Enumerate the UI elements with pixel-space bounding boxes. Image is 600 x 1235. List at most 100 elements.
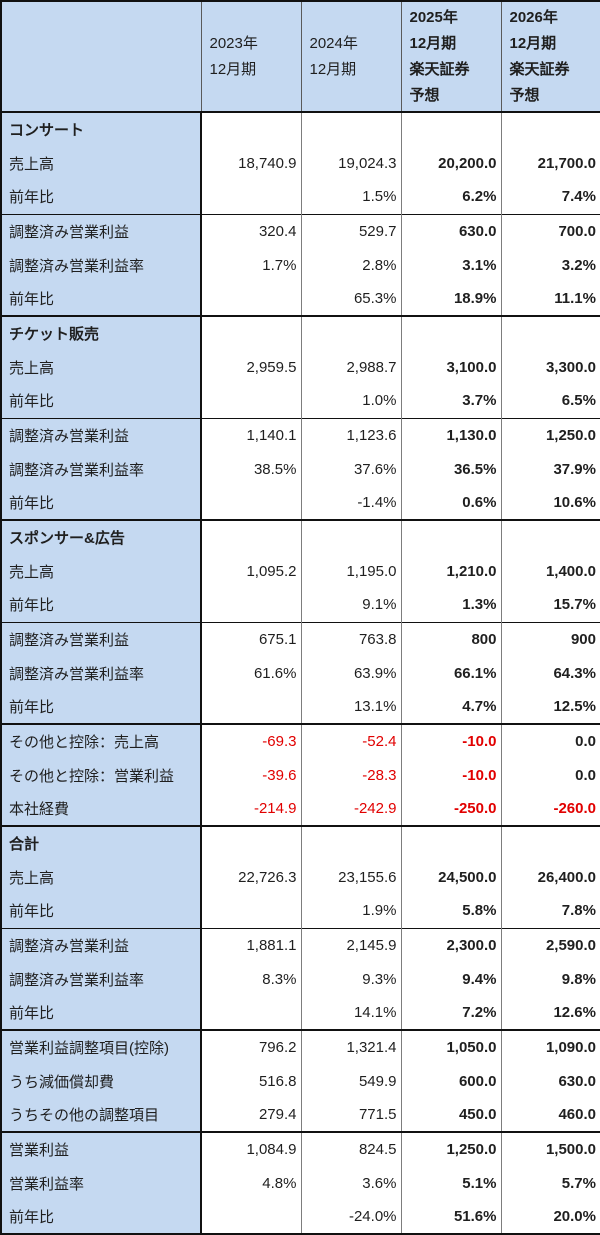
value-cell xyxy=(201,588,301,622)
value-cell: 549.9 xyxy=(300,1064,401,1098)
table-row: 調整済み営業利益 1,881.1 2,145.9 2,300.0 2,590.0 xyxy=(1,927,600,962)
value-cell: 763.8 xyxy=(300,621,401,656)
table-row: 営業利益調整項目(控除) 796.2 1,321.4 1,050.0 1,090.0 xyxy=(1,1029,600,1064)
value-cell: 516.8 xyxy=(201,1064,301,1098)
table-row: 売上高 18,740.9 19,024.3 20,200.0 21,700.0 xyxy=(1,146,600,180)
value-cell: 20,200.0 xyxy=(400,146,501,180)
value-cell: 2.8% xyxy=(300,248,401,282)
table-row: 前年比 -1.4% 0.6% 10.6% xyxy=(1,486,600,520)
value-cell: 600.0 xyxy=(400,1064,501,1098)
value-cell: 15.7% xyxy=(500,588,600,622)
value-cell: 7.4% xyxy=(500,180,600,214)
table-row: 前年比 9.1% 1.3% 15.7% xyxy=(1,588,600,622)
value-cell xyxy=(500,825,600,860)
table-row: 調整済み営業利益率 38.5% 37.6% 36.5% 37.9% xyxy=(1,452,600,486)
value-cell: 2,959.5 xyxy=(201,350,301,384)
value-cell xyxy=(300,519,401,554)
row-label: 前年比 xyxy=(1,690,202,724)
row-label: 営業利益 xyxy=(1,1131,202,1166)
value-cell: 1.3% xyxy=(400,588,501,622)
row-label: 調整済み営業利益 xyxy=(1,927,202,962)
value-cell: 21,700.0 xyxy=(500,146,600,180)
value-cell: 1,400.0 xyxy=(500,554,600,588)
value-cell: 630.0 xyxy=(500,1064,600,1098)
row-label: その他と控除：営業利益 xyxy=(1,758,202,792)
value-cell: -52.4 xyxy=(300,723,401,758)
value-cell: 529.7 xyxy=(300,213,401,248)
value-cell: 771.5 xyxy=(300,1098,401,1132)
row-label: 前年比 xyxy=(1,1200,202,1234)
value-cell xyxy=(201,315,301,350)
value-cell: 1,084.9 xyxy=(201,1131,301,1166)
column-header: 2025年 12月期 楽天証券 予想 xyxy=(400,1,501,113)
row-label: 合計 xyxy=(1,825,202,860)
value-cell xyxy=(400,112,501,146)
value-cell: -24.0% xyxy=(300,1200,401,1234)
row-label: 前年比 xyxy=(1,384,202,418)
value-cell: 824.5 xyxy=(300,1131,401,1166)
value-cell: 13.1% xyxy=(300,690,401,724)
value-cell: 51.6% xyxy=(400,1200,501,1234)
row-label: 売上高 xyxy=(1,860,202,894)
value-cell: 4.8% xyxy=(201,1166,301,1200)
value-cell xyxy=(201,384,301,418)
value-cell: 1,090.0 xyxy=(500,1029,600,1064)
value-cell: 63.9% xyxy=(300,656,401,690)
table-row: 調整済み営業利益 1,140.1 1,123.6 1,130.0 1,250.0 xyxy=(1,417,600,452)
value-cell: 800 xyxy=(400,621,501,656)
value-cell: 320.4 xyxy=(201,213,301,248)
table-row: 営業利益 1,084.9 824.5 1,250.0 1,500.0 xyxy=(1,1131,600,1166)
table-row: うちその他の調整項目 279.4 771.5 450.0 460.0 xyxy=(1,1098,600,1132)
value-cell: 3.6% xyxy=(300,1166,401,1200)
value-cell: 460.0 xyxy=(500,1098,600,1132)
value-cell: 3.7% xyxy=(400,384,501,418)
table-row: コンサート xyxy=(1,112,600,146)
table-row: 本社経費 -214.9 -242.9 -250.0 -260.0 xyxy=(1,792,600,826)
value-cell: 23,155.6 xyxy=(300,860,401,894)
value-cell: 1,250.0 xyxy=(500,417,600,452)
table-row: その他と控除：営業利益 -39.6 -28.3 -10.0 0.0 xyxy=(1,758,600,792)
table-row: 営業利益率 4.8% 3.6% 5.1% 5.7% xyxy=(1,1166,600,1200)
row-label: うち減価償却費 xyxy=(1,1064,202,1098)
value-cell: 0.0 xyxy=(500,758,600,792)
value-cell xyxy=(400,519,501,554)
value-cell: 66.1% xyxy=(400,656,501,690)
row-label: 売上高 xyxy=(1,350,202,384)
value-cell: 14.1% xyxy=(300,996,401,1030)
value-cell: 37.9% xyxy=(500,452,600,486)
value-cell: 1,130.0 xyxy=(400,417,501,452)
value-cell: -260.0 xyxy=(500,792,600,826)
value-cell: -10.0 xyxy=(400,723,501,758)
table-body: コンサート 売上高 18,740.9 19,024.3 20,200.0 21,700.0… xyxy=(1,112,600,1234)
value-cell: 1,321.4 xyxy=(300,1029,401,1064)
value-cell: -39.6 xyxy=(201,758,301,792)
table-row: 前年比 1.9% 5.8% 7.8% xyxy=(1,894,600,928)
table-row: 売上高 1,095.2 1,195.0 1,210.0 1,400.0 xyxy=(1,554,600,588)
value-cell: -10.0 xyxy=(400,758,501,792)
table-row: 売上高 22,726.3 23,155.6 24,500.0 26,400.0 xyxy=(1,860,600,894)
value-cell: 2,145.9 xyxy=(300,927,401,962)
table-row: 売上高 2,959.5 2,988.7 3,100.0 3,300.0 xyxy=(1,350,600,384)
value-cell: 3,300.0 xyxy=(500,350,600,384)
value-cell xyxy=(300,315,401,350)
value-cell xyxy=(201,996,301,1030)
table-row: スポンサー&広告 xyxy=(1,519,600,554)
value-cell: 10.6% xyxy=(500,486,600,520)
row-label: 売上高 xyxy=(1,554,202,588)
value-cell: 36.5% xyxy=(400,452,501,486)
value-cell: 11.1% xyxy=(500,282,600,316)
table-row: 調整済み営業利益 675.1 763.8 800 900 xyxy=(1,621,600,656)
value-cell xyxy=(400,315,501,350)
value-cell: 8.3% xyxy=(201,962,301,996)
value-cell: 64.3% xyxy=(500,656,600,690)
value-cell: 3.1% xyxy=(400,248,501,282)
value-cell: 1,140.1 xyxy=(201,417,301,452)
value-cell xyxy=(300,825,401,860)
value-cell: 9.8% xyxy=(500,962,600,996)
row-label: 調整済み営業利益率 xyxy=(1,656,202,690)
table-row: 前年比 -24.0% 51.6% 20.0% xyxy=(1,1200,600,1234)
table-row: 調整済み営業利益 320.4 529.7 630.0 700.0 xyxy=(1,213,600,248)
value-cell: 65.3% xyxy=(300,282,401,316)
row-label: 前年比 xyxy=(1,180,202,214)
